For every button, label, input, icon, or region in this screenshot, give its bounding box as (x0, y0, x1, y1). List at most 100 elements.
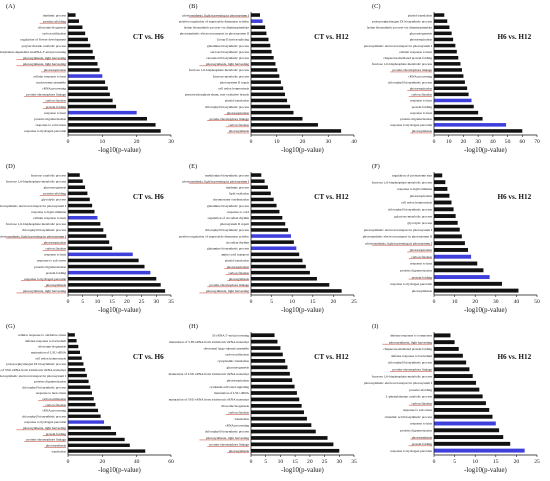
bar (434, 55, 459, 60)
term-label: protein-chromophore linkage (392, 367, 432, 371)
term-label: sucrose biosynthetic process (210, 50, 249, 54)
x-tick-label: 35 (351, 459, 357, 465)
x-tick-label: 20 (472, 299, 478, 305)
term-label: protein oligomerization (34, 117, 66, 121)
bar (68, 25, 83, 30)
x-tick-label: 0 (250, 459, 253, 465)
bar (434, 360, 467, 365)
term-label: response to light stimulus (31, 210, 66, 214)
x-tick-label: 30 (493, 299, 499, 305)
term-label: glycolytic process (41, 198, 66, 202)
term-label: photosynthesis (229, 129, 250, 133)
x-axis-label: -log10(p-value) (464, 307, 507, 314)
term-label: photosynthesis, light harvesting in phot… (183, 179, 250, 184)
term-label: maturation of LSU-rRNA (214, 391, 250, 395)
bar (68, 19, 79, 23)
term-label: response to heat (44, 253, 66, 257)
bar (251, 74, 280, 78)
bar (251, 228, 289, 232)
bar (251, 240, 294, 244)
x-tick-label: 10 (472, 459, 478, 465)
bar (434, 173, 443, 178)
x-tick-label: 5 (270, 299, 273, 305)
term-label: photosystem II repair (220, 80, 250, 84)
bar (434, 129, 523, 133)
bar (68, 252, 133, 257)
comparison-title: CT vs. H12 (314, 193, 349, 201)
bar (68, 240, 110, 244)
bar (434, 435, 504, 440)
term-label: photosynthetic electron transport in pho… (364, 44, 433, 48)
term-label: defense response to bacterium (25, 339, 66, 343)
term-label: response to heat (410, 422, 432, 426)
term-label: polyadenylation-dependent snoRNA 3'-end … (0, 50, 66, 54)
term-label: plastid translation (225, 99, 250, 103)
bar (251, 352, 283, 357)
x-tick-label: 30 (336, 459, 342, 465)
term-label: photosynthetic electron transport in pho… (363, 235, 433, 239)
bar (434, 401, 486, 406)
bar (434, 247, 468, 252)
bar (251, 19, 263, 23)
bar (434, 220, 458, 225)
x-tick-label: 10 (274, 139, 280, 145)
x-axis-label: -log10(p-value) (464, 467, 507, 474)
term-label: ribosomal large subunit assembly (204, 346, 250, 350)
term-label: response to cold (227, 210, 249, 214)
term-label: photosynthesis (229, 449, 250, 453)
term-label: photosynthetic electron transport in pho… (364, 381, 433, 385)
bar (251, 442, 334, 447)
bar (68, 110, 137, 115)
bar (68, 68, 100, 72)
bar (68, 179, 83, 183)
x-tick-label: 10 (278, 459, 284, 465)
bar (68, 222, 101, 226)
term-label: positive regulation of superoxide dismut… (179, 19, 249, 23)
bar (434, 207, 454, 212)
term-label: photorespiration (410, 86, 433, 90)
term-label: protein oligomerization (400, 268, 432, 272)
bar (434, 448, 525, 453)
bar (434, 367, 470, 372)
bar (251, 289, 342, 293)
term-label: chlorophyll biosynthetic process (388, 80, 433, 84)
panel-letter: (H) (189, 323, 198, 330)
x-tick-label: 20 (124, 299, 130, 305)
term-label: chlorophyll biosynthetic process (205, 228, 250, 232)
term-label: rRNA processing (43, 86, 67, 90)
bar (68, 197, 90, 202)
term-label: carbon utilization (42, 32, 66, 36)
term-label: cellular response to heat (399, 50, 432, 54)
bar (68, 80, 106, 84)
bar (68, 13, 76, 17)
bar (251, 98, 288, 103)
term-label: gluconeogenesis (410, 32, 433, 36)
bar (68, 339, 77, 343)
bar (68, 276, 157, 281)
bar (251, 270, 310, 275)
bar (434, 86, 468, 91)
bar (251, 55, 274, 60)
x-tick-label: 0 (433, 139, 436, 145)
bar (68, 185, 86, 190)
bar (68, 49, 93, 54)
bar (251, 333, 275, 338)
term-label: maturation of LSU-rRNA from tricistronic… (169, 372, 249, 376)
panel-letter: (A) (6, 3, 15, 10)
bar (434, 241, 465, 246)
term-label: chlorophyll biosynthetic process (22, 414, 67, 418)
bar (434, 441, 511, 446)
x-axis-label: -log10(p-value) (98, 147, 141, 154)
x-tick-label: 25 (139, 299, 145, 305)
term-label: ribosome biogenesis (38, 345, 66, 349)
term-label: protein-chromophore linkage (26, 93, 66, 97)
bar (434, 254, 472, 259)
bar (434, 227, 460, 232)
bar (251, 283, 330, 287)
term-label: galactose metabolic process (394, 214, 433, 218)
bar (68, 350, 81, 355)
bar (68, 104, 117, 109)
term-label: regulation of circadian rhythm (208, 216, 250, 220)
term-label: maturation of LSU-rRNA (31, 351, 67, 355)
bar (251, 123, 318, 127)
